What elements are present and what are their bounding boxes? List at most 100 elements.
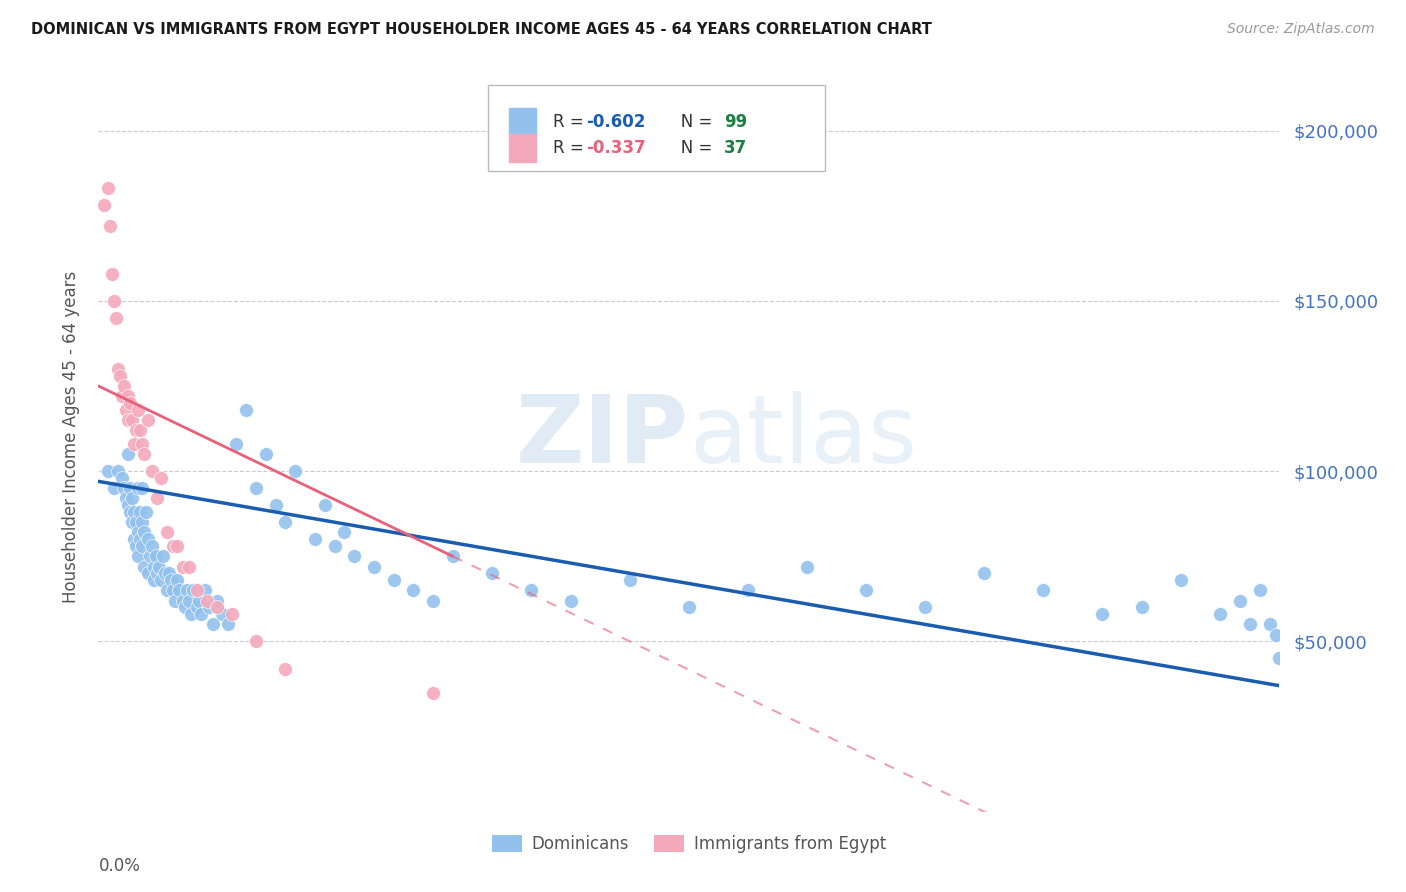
Point (1130, 600, 1153, 615)
Point (855, 583, 877, 598)
Point (93, 198, 115, 212)
Point (138, 549, 160, 564)
Point (125, 423, 148, 437)
Point (1170, 573, 1192, 587)
Point (1258, 617, 1281, 632)
Point (181, 583, 204, 598)
Point (136, 533, 159, 547)
Point (148, 559, 170, 574)
Point (1239, 617, 1261, 632)
Point (117, 498, 139, 512)
Point (186, 583, 208, 598)
Point (678, 600, 700, 615)
Point (121, 413, 143, 427)
Point (127, 525, 149, 540)
Point (118, 396, 141, 410)
Point (382, 573, 405, 587)
Point (146, 566, 169, 581)
Point (135, 505, 157, 519)
Point (118, 481, 141, 495)
Point (205, 593, 228, 607)
Point (132, 559, 155, 574)
Point (122, 437, 145, 451)
Point (128, 533, 150, 547)
Point (132, 525, 155, 540)
Point (156, 525, 179, 540)
Point (128, 423, 150, 437)
Point (117, 447, 139, 461)
Text: -0.337: -0.337 (586, 139, 645, 157)
Point (121, 515, 143, 529)
Point (221, 607, 243, 622)
Point (217, 617, 239, 632)
Text: 37: 37 (724, 139, 748, 157)
Point (194, 583, 217, 598)
Text: N =: N = (665, 139, 718, 157)
Point (304, 533, 326, 547)
Point (1091, 607, 1114, 622)
Point (205, 600, 228, 615)
Point (141, 464, 163, 478)
Point (155, 566, 177, 581)
Point (174, 600, 197, 615)
Text: 0.0%: 0.0% (98, 856, 141, 875)
FancyBboxPatch shape (488, 85, 825, 171)
Point (225, 437, 247, 451)
Point (115, 491, 138, 506)
Point (177, 559, 200, 574)
Point (146, 491, 169, 506)
Point (162, 583, 184, 598)
Point (98, 219, 121, 233)
Point (211, 607, 233, 622)
Point (180, 607, 202, 622)
Point (176, 583, 198, 598)
Point (141, 539, 163, 553)
Point (156, 583, 179, 598)
Point (166, 539, 188, 553)
Point (142, 573, 165, 587)
Point (131, 437, 153, 451)
Point (166, 573, 188, 587)
Point (245, 634, 267, 648)
Point (103, 293, 125, 308)
Point (107, 362, 129, 376)
Point (127, 549, 149, 564)
Point (115, 402, 138, 417)
Point (254, 447, 277, 461)
Legend: Dominicans, Immigrants from Egypt: Dominicans, Immigrants from Egypt (485, 828, 893, 860)
Point (560, 593, 582, 607)
Text: N =: N = (665, 113, 718, 131)
Point (136, 566, 159, 581)
Point (737, 583, 759, 598)
Point (157, 566, 180, 581)
Point (172, 593, 194, 607)
Point (314, 498, 336, 512)
Point (117, 389, 139, 403)
Point (197, 600, 219, 615)
Point (402, 583, 425, 598)
Text: Source: ZipAtlas.com: Source: ZipAtlas.com (1227, 22, 1375, 37)
Bar (509, 134, 536, 162)
Point (152, 549, 174, 564)
Point (481, 566, 503, 581)
Point (274, 662, 297, 676)
Point (1249, 583, 1271, 598)
Point (274, 515, 297, 529)
Point (145, 549, 167, 564)
Point (323, 539, 346, 553)
Point (201, 617, 224, 632)
Point (108, 368, 131, 383)
Point (97, 464, 120, 478)
Point (177, 593, 200, 607)
Point (111, 389, 134, 403)
Point (128, 505, 150, 519)
Point (973, 566, 995, 581)
Point (245, 481, 267, 495)
Point (520, 583, 543, 598)
Point (112, 481, 135, 495)
Point (118, 505, 141, 519)
Point (1229, 593, 1251, 607)
Point (914, 600, 936, 615)
Point (441, 549, 464, 564)
Point (97, 181, 120, 195)
